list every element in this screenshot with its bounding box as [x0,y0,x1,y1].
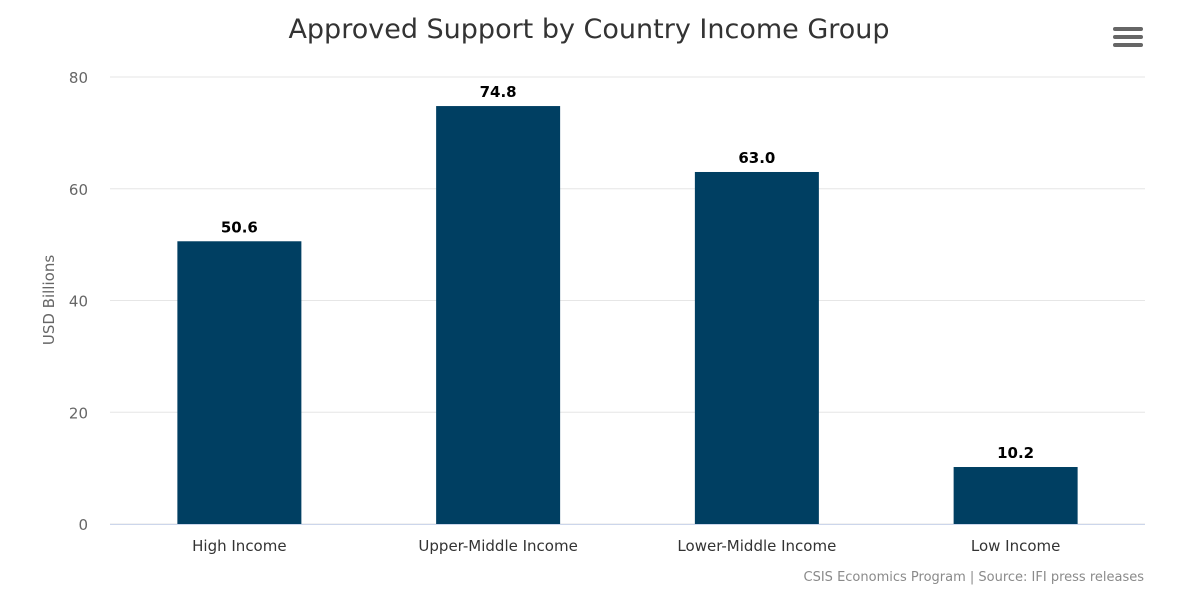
x-tick-label: Low Income [971,537,1061,555]
chart-menu-button[interactable] [1113,27,1143,53]
bar-series [177,106,1078,525]
data-label: 50.6 [221,218,258,236]
bar [177,241,302,524]
bar [694,171,819,525]
bar [953,467,1078,524]
x-tick-label: Lower-Middle Income [677,537,836,555]
data-label: 10.2 [997,444,1034,462]
chart-title: Approved Support by Country Income Group [288,14,890,45]
y-tick-label: 60 [69,181,88,199]
data-label: 74.8 [480,83,517,101]
data-label: 63.0 [738,149,775,167]
y-axis-tick-labels: 0 20 40 60 80 [69,69,88,534]
y-tick-label: 20 [69,404,88,422]
hamburger-menu-icon [1113,27,1143,31]
chart-credits[interactable]: CSIS Economics Program | Source: IFI pre… [803,570,1144,585]
y-tick-label: 0 [78,516,88,534]
hamburger-menu-icon-bar [1113,35,1143,39]
x-tick-label: High Income [192,537,286,555]
bar [436,106,561,525]
y-axis-title: USD Billions [40,255,58,345]
x-axis-tick-labels: High Income Upper-Middle Income Lower-Midd… [192,537,1060,555]
y-tick-label: 40 [69,293,88,311]
data-labels: 50.6 74.8 63.0 10.2 [221,83,1034,462]
hamburger-menu-icon-bar [1113,43,1143,47]
x-tick-label: Upper-Middle Income [418,537,577,555]
y-tick-label: 80 [69,69,88,87]
